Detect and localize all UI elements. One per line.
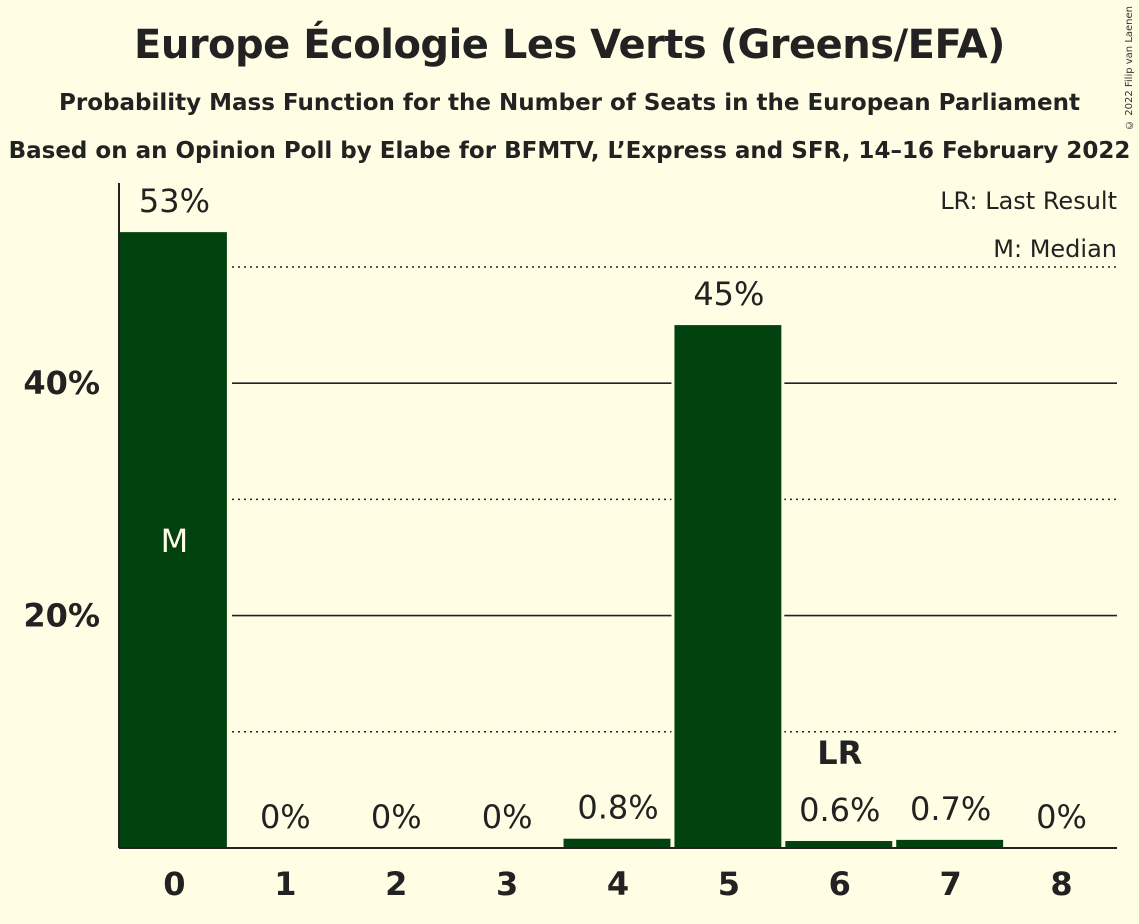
legend-last-result: LR: Last Result <box>940 187 1117 215</box>
chart-title: Europe Écologie Les Verts (Greens/EFA) <box>134 22 1005 68</box>
chart-subtitle: Probability Mass Function for the Number… <box>59 90 1080 116</box>
x-tick-label: 2 <box>385 865 407 903</box>
x-tick-label: 6 <box>829 865 851 903</box>
x-tick-label: 4 <box>607 865 629 903</box>
value-label: 45% <box>693 275 764 313</box>
legend-median: M: Median <box>993 235 1117 263</box>
chart-source: Based on an Opinion Poll by Elabe for BF… <box>8 138 1131 164</box>
value-label: 53% <box>139 182 210 220</box>
bar-seats-5 <box>674 325 782 849</box>
x-tick-label: 7 <box>940 865 962 903</box>
x-tick-label: 3 <box>496 865 518 903</box>
x-tick-label: 5 <box>718 865 740 903</box>
y-tick-label: 40% <box>23 364 100 402</box>
value-label: 0% <box>371 798 422 836</box>
bar-seats-6 <box>785 841 893 848</box>
x-tick-label: 0 <box>163 865 185 903</box>
x-tick-label: 1 <box>274 865 296 903</box>
axes: 20% 40% 0 1 2 3 4 5 6 7 8 <box>23 183 1117 903</box>
value-label: 0.8% <box>577 789 658 827</box>
value-labels: 53% M 0% 0% 0% 0.8% 45% 0.6% LR 0.7% 0% <box>139 182 1087 836</box>
bar-seats-0 <box>120 232 227 848</box>
value-label: 0.7% <box>910 790 991 828</box>
median-marker: M <box>161 522 189 560</box>
x-tick-label: 8 <box>1050 865 1072 903</box>
last-result-marker: LR <box>817 734 862 772</box>
value-label: 0% <box>482 798 533 836</box>
bar-seats-4 <box>563 838 671 848</box>
bar-seats-7 <box>896 839 1004 848</box>
value-label: 0% <box>260 798 311 836</box>
value-label: 0% <box>1036 798 1087 836</box>
value-label: 0.6% <box>799 791 880 829</box>
bars <box>117 230 1007 849</box>
y-tick-label: 20% <box>23 597 100 635</box>
